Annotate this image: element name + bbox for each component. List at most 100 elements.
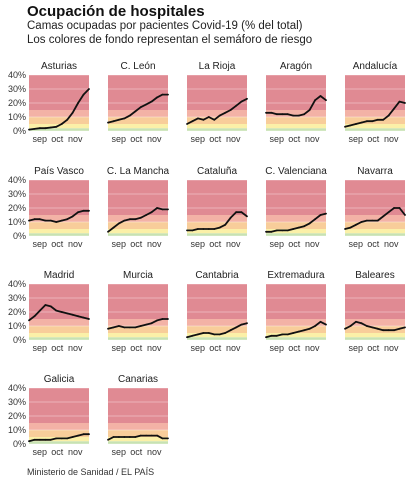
data-point — [44, 438, 47, 441]
data-point — [156, 319, 158, 322]
data-point — [197, 228, 199, 230]
risk-band — [29, 229, 89, 234]
data-point — [382, 118, 385, 121]
data-point — [123, 219, 126, 222]
x-tick-label: nov — [147, 447, 162, 457]
series-line-aragón — [266, 95, 327, 117]
data-point — [292, 332, 295, 334]
risk-band — [266, 180, 326, 215]
data-point — [134, 218, 137, 221]
x-tick-label: oct — [130, 239, 143, 249]
data-point — [60, 437, 63, 440]
data-point — [325, 99, 327, 102]
data-point — [107, 438, 109, 441]
risk-band — [345, 326, 405, 333]
risk-band — [29, 333, 89, 338]
risk-band — [187, 180, 247, 215]
data-point — [44, 304, 47, 306]
x-tick-label: oct — [51, 239, 64, 249]
risk-band — [345, 75, 405, 110]
x-tick-label: oct — [367, 343, 380, 353]
series-line-país-vasco — [28, 209, 89, 223]
data-point — [371, 120, 374, 123]
series-line-andalucía — [344, 100, 406, 128]
data-point — [376, 219, 379, 222]
data-point — [387, 329, 390, 332]
data-point — [49, 305, 52, 308]
data-point — [55, 125, 58, 128]
x-tick-label: oct — [367, 134, 380, 144]
risk-band — [266, 75, 326, 110]
data-point — [128, 326, 131, 329]
data-point — [207, 228, 210, 230]
y-tick-label: 0% — [13, 231, 26, 241]
risk-band — [266, 333, 326, 338]
x-tick-label: oct — [51, 447, 64, 457]
x-tick-label: sep — [112, 239, 127, 249]
risk-band — [345, 110, 405, 117]
x-tick-label: nov — [226, 343, 241, 353]
risk-band — [266, 319, 326, 326]
risk-band — [108, 441, 168, 444]
risk-band — [266, 284, 326, 319]
data-point — [112, 226, 115, 229]
data-point — [191, 229, 194, 232]
y-tick-label: 30% — [8, 84, 26, 94]
x-tick-label: nov — [384, 134, 399, 144]
data-point — [240, 100, 243, 103]
x-tick-label: sep — [112, 343, 127, 353]
risk-band — [187, 319, 247, 326]
data-point — [112, 436, 115, 438]
data-point — [218, 114, 221, 117]
data-point — [297, 226, 300, 229]
risk-band — [108, 128, 168, 131]
x-tick-label: nov — [68, 239, 83, 249]
data-point — [139, 106, 142, 109]
data-point — [297, 330, 300, 333]
risk-band — [266, 229, 326, 234]
risk-band — [108, 229, 168, 234]
x-tick-label: sep — [112, 134, 127, 144]
data-point — [349, 124, 352, 127]
x-tick-label: nov — [384, 343, 399, 353]
y-tick-label: 10% — [8, 321, 26, 331]
risk-band — [29, 110, 89, 117]
risk-band — [108, 388, 168, 423]
series-line-navarra — [344, 207, 406, 230]
data-point — [128, 436, 131, 438]
data-point — [355, 320, 357, 323]
risk-band — [187, 215, 247, 222]
data-point — [202, 118, 205, 121]
series-line-baleares — [344, 320, 406, 332]
data-point — [139, 325, 142, 327]
risk-band — [108, 222, 168, 229]
data-point — [276, 334, 278, 337]
data-point — [286, 113, 289, 116]
series-line-cataluña — [187, 211, 248, 232]
x-tick-label: sep — [349, 239, 364, 249]
data-point — [349, 325, 352, 327]
risk-band — [187, 124, 247, 129]
data-point — [229, 216, 232, 219]
risk-band — [29, 423, 89, 430]
data-point — [398, 327, 401, 330]
x-tick-label: sep — [33, 447, 48, 457]
data-point — [360, 121, 363, 124]
x-tick-label: oct — [288, 343, 301, 353]
x-tick-label: oct — [209, 134, 222, 144]
data-point — [197, 117, 199, 120]
x-tick-label: nov — [226, 239, 241, 249]
data-point — [360, 322, 363, 325]
data-point — [107, 121, 109, 124]
data-point — [33, 127, 36, 130]
data-point — [28, 319, 30, 322]
y-tick-label: 10% — [8, 425, 26, 435]
y-tick-label: 20% — [8, 98, 26, 108]
data-point — [218, 226, 221, 229]
data-point — [123, 436, 126, 438]
risk-band — [345, 222, 405, 229]
x-tick-label: nov — [147, 343, 162, 353]
risk-band — [187, 222, 247, 229]
data-point — [297, 114, 300, 117]
